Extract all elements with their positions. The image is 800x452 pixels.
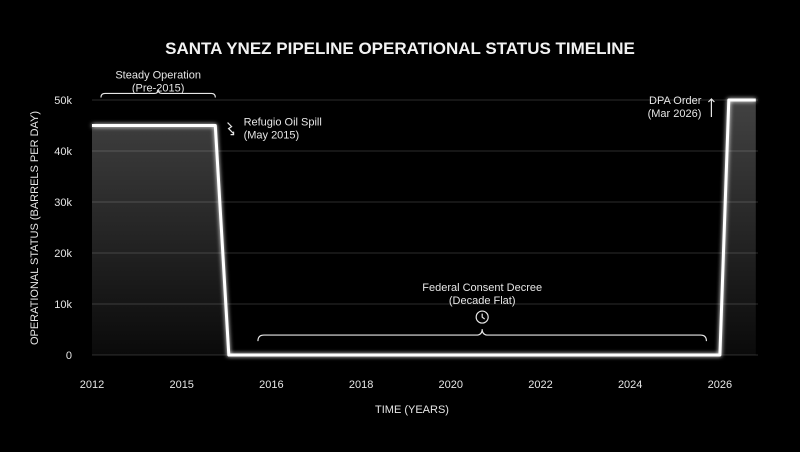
- x-tick-label: 2024: [618, 379, 642, 391]
- y-tick-label: 20k: [54, 248, 72, 260]
- chart-title: SANTA YNEZ PIPELINE OPERATIONAL STATUS T…: [165, 39, 635, 58]
- clock-hands: [481, 313, 486, 320]
- y-axis-label: OPERATIONAL STATUS (BARRELS PER DAY): [29, 111, 41, 345]
- up-arrow-icon: [707, 98, 715, 117]
- refugio-spill-label: Refugio Oil Spill (May 2015): [244, 117, 322, 142]
- x-tick-label: 2026: [708, 379, 732, 391]
- x-tick-labels: 2012 2015 2016 2018 2020 2022 2024 2026: [80, 379, 732, 391]
- x-axis-label: TIME (YEARS): [375, 404, 449, 416]
- zigzag-arrow-head: [230, 131, 235, 136]
- clock-icon: [475, 310, 489, 324]
- y-tick-label: 50k: [54, 95, 72, 107]
- dpa-order-label: DPA Order (Mar 2026): [648, 95, 702, 120]
- series-lines: [92, 98, 756, 357]
- x-tick-label: 2012: [80, 379, 104, 391]
- zigzag-arrow-icon: [227, 122, 235, 135]
- y-tick-labels: 0 10k 20k 30k 40k 50k: [54, 95, 72, 362]
- decree-brace: [257, 329, 708, 342]
- y-tick-label: 0: [66, 350, 72, 362]
- steady-operation-label: Steady Operation (Pre-2015): [115, 69, 201, 94]
- x-tick-label: 2022: [528, 379, 552, 391]
- x-tick-label: 2018: [349, 379, 373, 391]
- series-area: [92, 100, 756, 355]
- x-tick-label: 2020: [439, 379, 463, 391]
- steady-brace: [100, 89, 216, 98]
- annotations: Steady Operation (Pre-2015) Refugio Oil Sp…: [100, 69, 715, 342]
- x-tick-label: 2015: [169, 379, 193, 391]
- series-line: [92, 98, 756, 357]
- y-tick-label: 10k: [54, 299, 72, 311]
- y-tick-label: 30k: [54, 197, 72, 209]
- y-tick-label: 40k: [54, 146, 72, 158]
- consent-decree-label: Federal Consent Decree (Decade Flat): [422, 282, 542, 307]
- series-area-fill: [92, 100, 756, 355]
- x-tick-label: 2016: [259, 379, 283, 391]
